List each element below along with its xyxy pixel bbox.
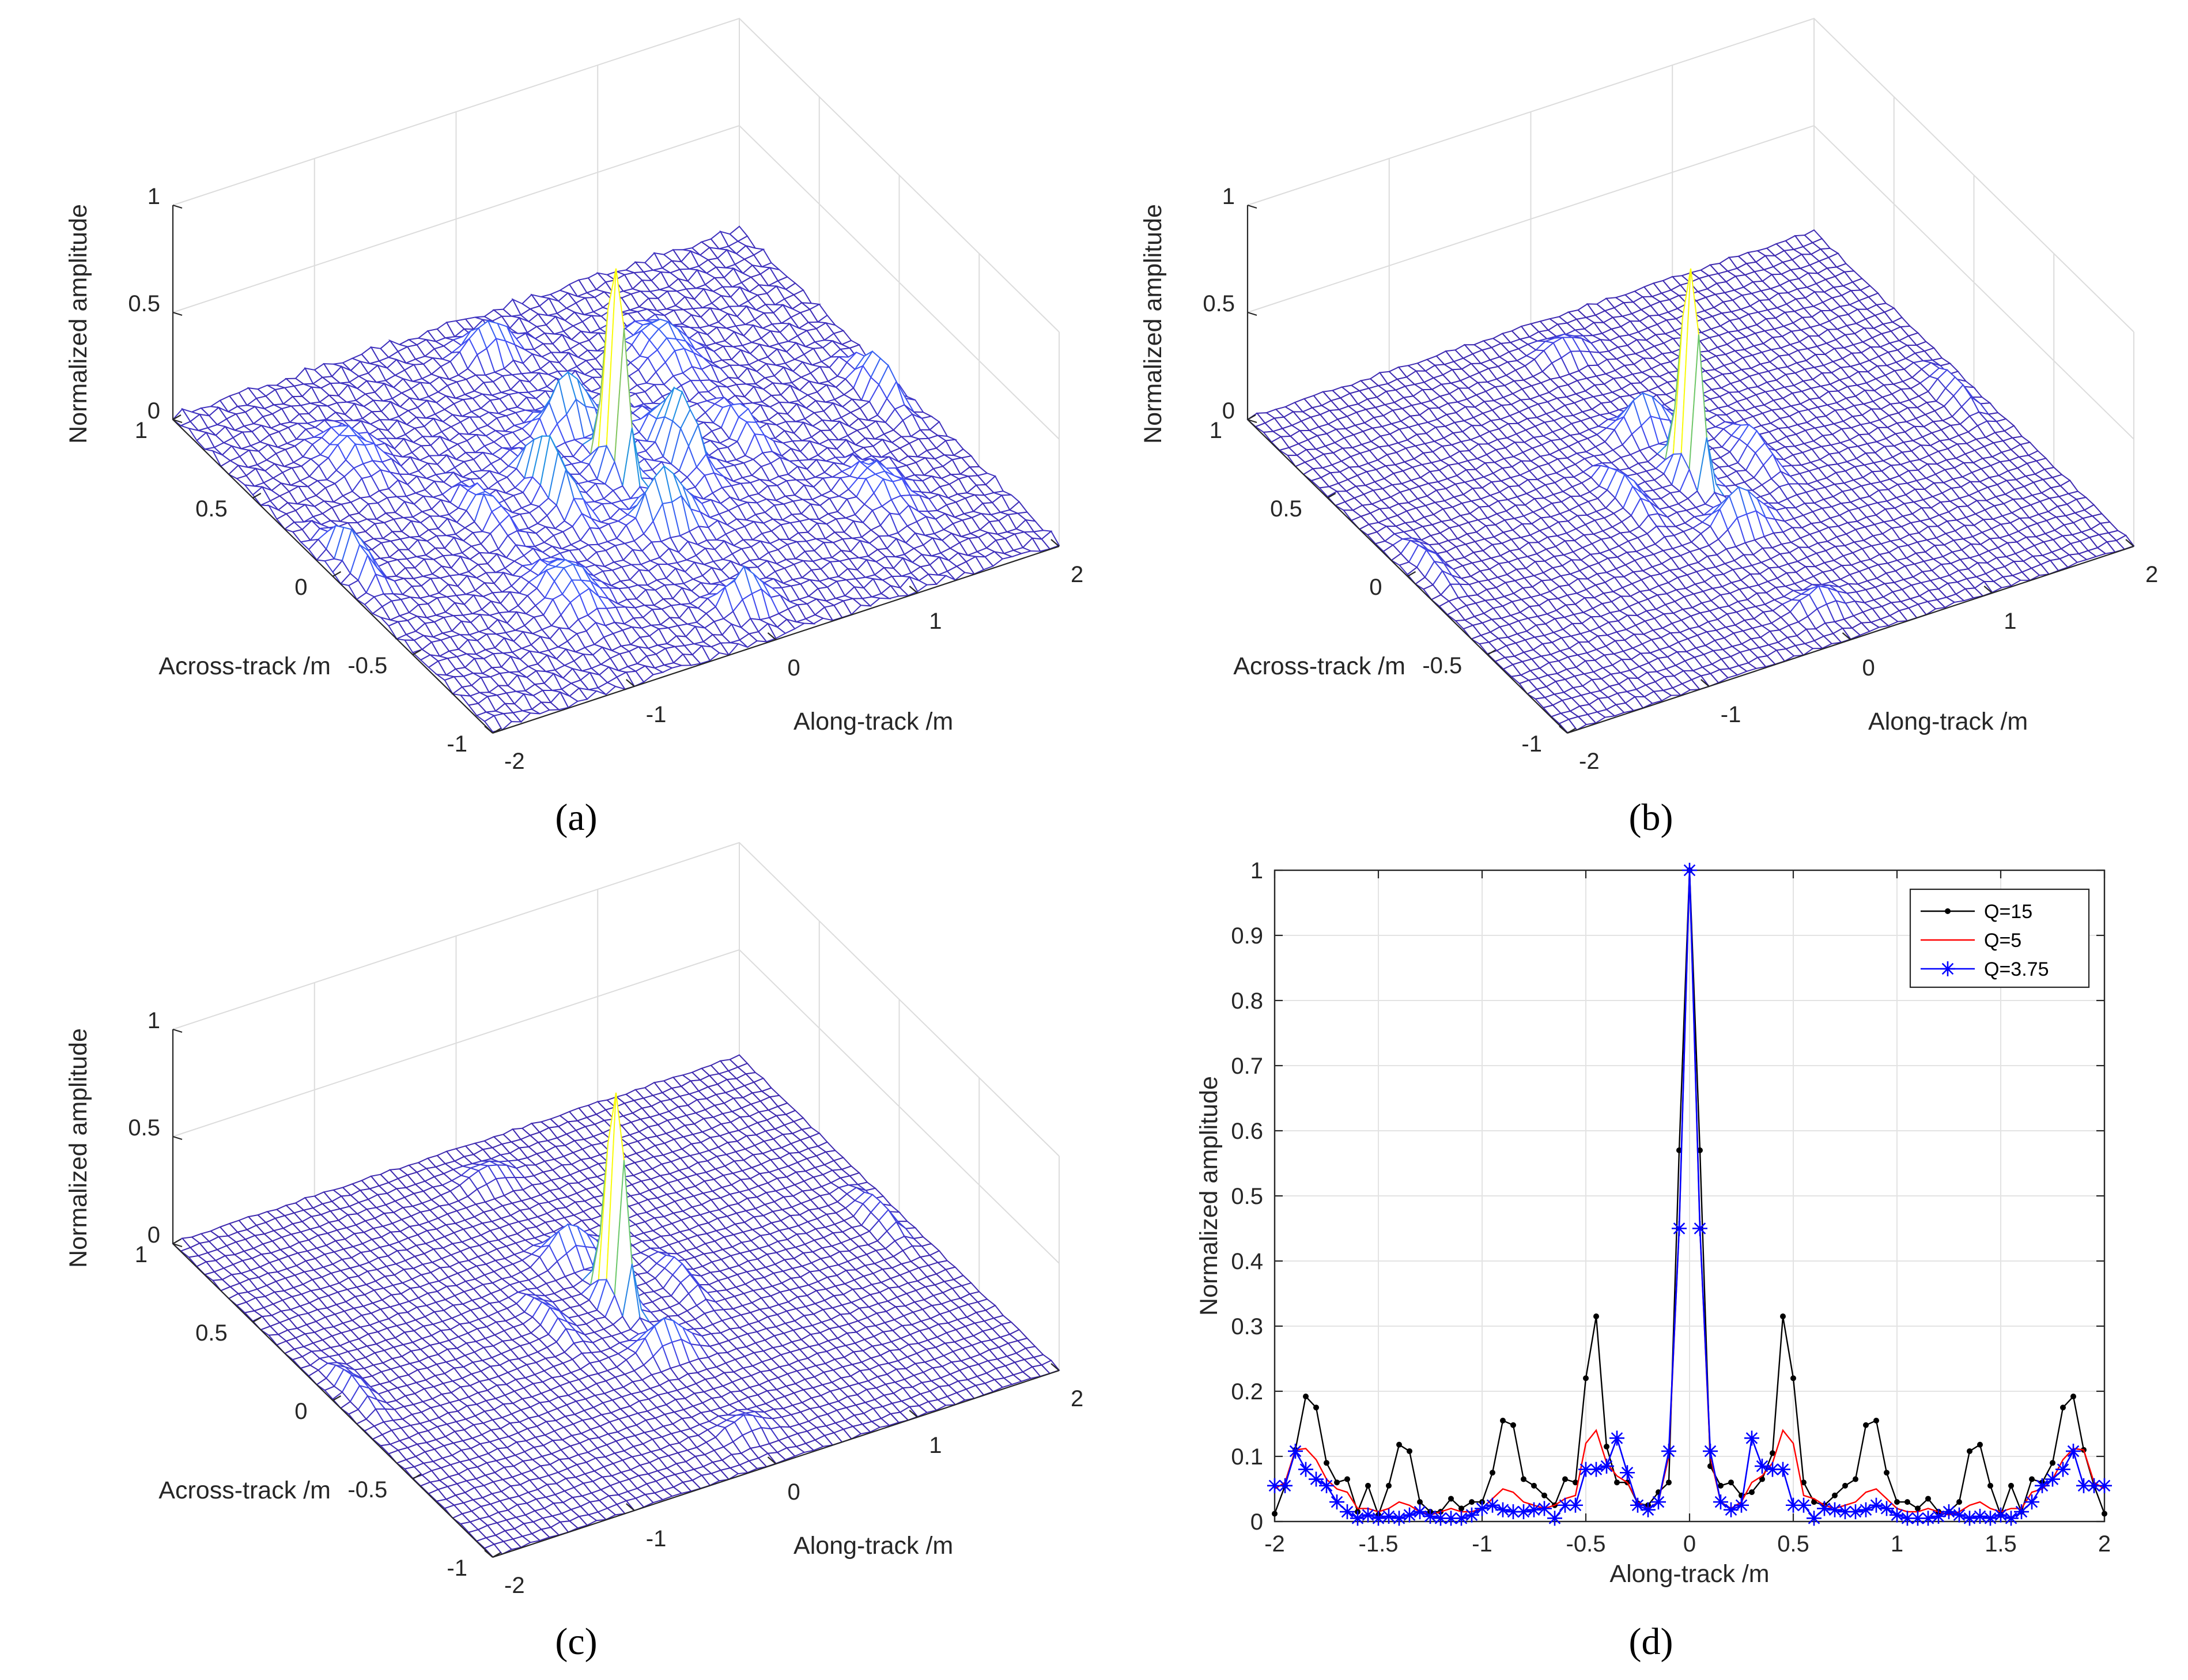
z-tick-label: 0.5 xyxy=(128,291,160,316)
y-tick-label: -0.5 xyxy=(1422,653,1462,678)
x-tick-label: 2 xyxy=(1071,562,1083,587)
y-tick-label: 0 xyxy=(1369,575,1382,600)
x-axis-label: Along-track /m xyxy=(793,708,953,735)
x-tick-label: 0 xyxy=(788,655,800,681)
y-axis-label: Across-track /m xyxy=(158,652,331,680)
y-tick-label: -0.5 xyxy=(347,653,387,678)
x-tick-label: 0 xyxy=(1862,655,1875,681)
x-tick-label: 1 xyxy=(2004,609,2016,634)
z-tick-label: 1 xyxy=(148,184,160,209)
y-tick-label: -1 xyxy=(1521,731,1542,757)
x-tick-label: 1 xyxy=(929,609,942,634)
x-tick-label: -1 xyxy=(646,702,667,727)
y-tick-label: 1 xyxy=(135,418,148,443)
x-tick-label: 2 xyxy=(2145,562,2158,587)
y-tick-label: 1 xyxy=(1210,418,1222,443)
y-tick-label: 0.5 xyxy=(195,496,228,522)
x-axis-label: Along-track /m xyxy=(1868,708,2028,735)
x-tick-label: -2 xyxy=(1579,749,1600,774)
z-axis-label: Normalized amplitude xyxy=(65,204,92,444)
y-axis-label: Across-track /m xyxy=(1233,652,1405,680)
z-tick-label: 1 xyxy=(1222,184,1235,209)
y-tick-label: 0.5 xyxy=(1270,496,1302,522)
z-axis-label: Normalized amplitude xyxy=(1139,204,1167,444)
z-tick-label: 0 xyxy=(148,398,160,424)
x-tick-label: -2 xyxy=(504,749,525,774)
y-tick-label: -1 xyxy=(447,731,467,757)
y-tick-label: 0 xyxy=(294,575,307,600)
surface-panel-a: 0 0.5 1 Normalized amplitude -1 -0.5 0 0.5 1 Acro… xyxy=(65,17,1083,774)
z-tick-label: 0 xyxy=(1222,398,1235,424)
surface-mesh xyxy=(172,225,1060,733)
z-tick-label: 0.5 xyxy=(1203,291,1235,316)
x-tick-label: -1 xyxy=(1721,702,1741,727)
